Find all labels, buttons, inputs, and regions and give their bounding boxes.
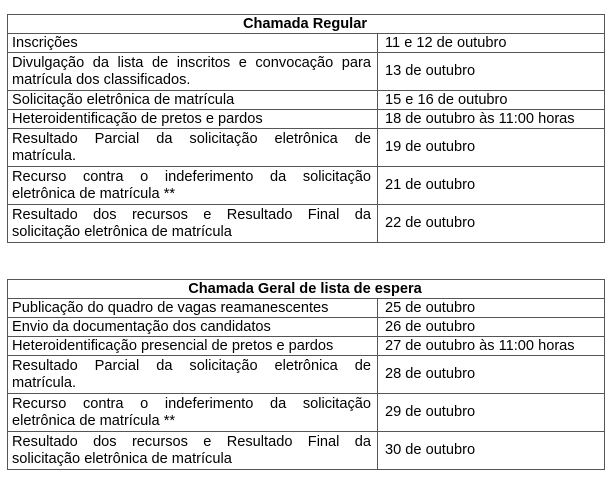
date-cell: 18 de outubro às 11:00 horas	[377, 109, 605, 129]
table-row: Resultado dos recursos e Resultado Final…	[7, 204, 605, 243]
chamada-regular-table: Chamada Regular Inscrições 11 e 12 de out…	[7, 14, 605, 243]
table-row: Heteroidentificação de pretos e pardos 18…	[7, 109, 605, 129]
table-row: Resultado Parcial da solicitação eletrôn…	[7, 128, 605, 167]
date-cell: 28 de outubro	[377, 355, 605, 394]
date-cell: 11 e 12 de outubro	[377, 33, 605, 53]
date-cell: 19 de outubro	[377, 128, 605, 167]
date-cell: 30 de outubro	[377, 431, 605, 470]
table-title: Chamada Geral de lista de espera	[7, 279, 605, 299]
date-cell: 26 de outubro	[377, 317, 605, 337]
event-cell: Recurso contra o indeferimento da solici…	[7, 166, 378, 205]
table-row: Recurso contra o indeferimento da solici…	[7, 166, 605, 205]
date-cell: 25 de outubro	[377, 298, 605, 318]
event-cell: Divulgação da lista de inscritos e convo…	[7, 52, 378, 91]
event-cell: Resultado dos recursos e Resultado Final…	[7, 431, 378, 470]
event-cell: Recurso contra o indeferimento da solici…	[7, 393, 378, 432]
date-cell: 29 de outubro	[377, 393, 605, 432]
table-row: Envio da documentação dos candidatos 26 d…	[7, 317, 605, 337]
date-cell: 27 de outubro às 11:00 horas	[377, 336, 605, 356]
event-cell: Heteroidentificação de pretos e pardos	[7, 109, 378, 129]
event-cell: Solicitação eletrônica de matrícula	[7, 90, 378, 110]
event-cell: Resultado dos recursos e Resultado Final…	[7, 204, 378, 243]
event-cell: Publicação do quadro de vagas reamanesce…	[7, 298, 378, 318]
event-cell: Inscrições	[7, 33, 378, 53]
date-cell: 15 e 16 de outubro	[377, 90, 605, 110]
event-cell: Heteroidentificação presencial de pretos…	[7, 336, 378, 356]
table-row: Publicação do quadro de vagas reamanesce…	[7, 298, 605, 318]
date-cell: 21 de outubro	[377, 166, 605, 205]
event-cell: Envio da documentação dos candidatos	[7, 317, 378, 337]
table-row: Inscrições 11 e 12 de outubro	[7, 33, 605, 53]
table-row: Solicitação eletrônica de matrícula 15 e …	[7, 90, 605, 110]
table-title: Chamada Regular	[7, 14, 605, 34]
event-cell: Resultado Parcial da solicitação eletrôn…	[7, 355, 378, 394]
date-cell: 22 de outubro	[377, 204, 605, 243]
table-row: Heteroidentificação presencial de pretos…	[7, 336, 605, 356]
table-row: Resultado dos recursos e Resultado Final…	[7, 431, 605, 470]
date-cell: 13 de outubro	[377, 52, 605, 91]
table-row: Recurso contra o indeferimento da solici…	[7, 393, 605, 432]
table-row: Divulgação da lista de inscritos e convo…	[7, 52, 605, 91]
table-row: Resultado Parcial da solicitação eletrôn…	[7, 355, 605, 394]
chamada-geral-table: Chamada Geral de lista de espera Publica…	[7, 279, 605, 470]
event-cell: Resultado Parcial da solicitação eletrôn…	[7, 128, 378, 167]
